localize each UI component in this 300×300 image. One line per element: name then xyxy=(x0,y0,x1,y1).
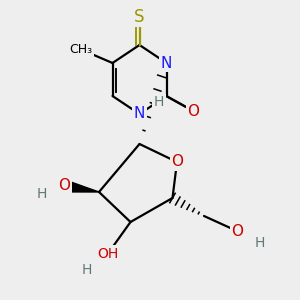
Text: H: H xyxy=(154,95,164,109)
Text: CH₃: CH₃ xyxy=(69,43,93,56)
Text: H: H xyxy=(37,187,47,200)
Text: S: S xyxy=(134,8,145,26)
Text: O: O xyxy=(188,103,200,118)
Text: O: O xyxy=(58,178,70,194)
Polygon shape xyxy=(64,180,99,192)
Text: H: H xyxy=(82,263,92,277)
Text: O: O xyxy=(171,154,183,169)
Text: N: N xyxy=(161,56,172,70)
Text: N: N xyxy=(134,106,145,122)
Text: O: O xyxy=(231,224,243,238)
Text: H: H xyxy=(254,236,265,250)
Text: OH: OH xyxy=(98,247,118,260)
